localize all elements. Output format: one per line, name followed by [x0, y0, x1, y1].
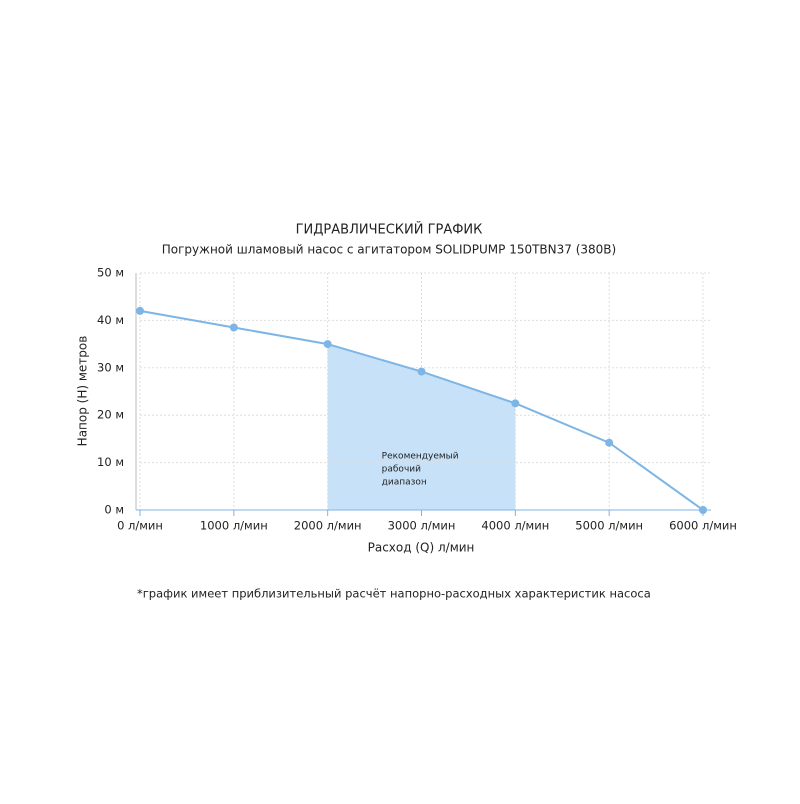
x-tick-label: 0 л/мин [117, 519, 163, 533]
data-point [511, 399, 520, 408]
x-tick-label: 4000 л/мин [481, 519, 549, 533]
data-point [605, 438, 614, 447]
footnote: *график имеет приблизительный расчёт нап… [137, 587, 651, 601]
y-tick-label: 30 м [97, 360, 124, 374]
x-axis-label: Расход (Q) л/мин [368, 541, 475, 555]
data-point [323, 340, 332, 349]
range-label: рабочий [382, 465, 421, 475]
x-tick-label: 1000 л/мин [200, 519, 268, 533]
recommended-range [327, 344, 516, 510]
data-point [229, 323, 238, 332]
y-tick-label: 20 м [97, 408, 124, 422]
x-tick-label: 6000 л/мин [669, 519, 737, 533]
x-tick-label: 5000 л/мин [575, 519, 643, 533]
y-tick-label: 0 м [104, 503, 124, 517]
data-point [417, 367, 426, 376]
data-point [136, 306, 144, 315]
range-label: Рекомендуемый [382, 452, 459, 462]
chart-title: ГИДРАВЛИЧЕСКИЙ ГРАФИК [296, 222, 483, 238]
y-axis-label: Напор (H) метров [76, 336, 90, 447]
y-tick-label: 10 м [97, 455, 124, 469]
data-point [699, 506, 707, 514]
chart-subtitle: Погружной шламовый насос с агитатором SO… [162, 243, 616, 257]
range-label: диапазон [382, 478, 427, 488]
x-tick-label: 2000 л/мин [294, 519, 362, 533]
y-tick-label: 50 м [97, 266, 124, 280]
x-tick-label: 3000 л/мин [388, 519, 456, 533]
y-tick-label: 40 м [97, 313, 124, 327]
